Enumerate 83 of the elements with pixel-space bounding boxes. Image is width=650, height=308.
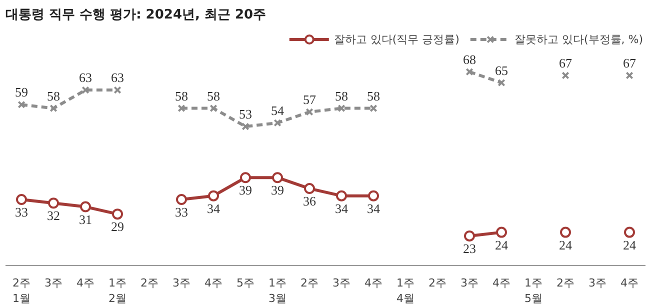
point [496, 226, 507, 238]
x-tick-label: 3주 [332, 276, 350, 290]
x-tick-label: 5주 [236, 276, 254, 290]
point [306, 108, 314, 116]
data-label: 39 [239, 182, 252, 198]
data-label: 58 [367, 88, 380, 104]
data-label: 53 [239, 106, 252, 122]
point [114, 86, 122, 94]
data-label: 31 [79, 212, 92, 227]
data-label: 34 [335, 200, 348, 216]
x-tick-label: 3주 [588, 276, 606, 290]
data-label: 58 [207, 88, 220, 104]
data-label: 29 [111, 219, 124, 234]
x-tick-label: 2주 [428, 276, 446, 290]
data-label: 67 [559, 55, 572, 70]
data-label: 68 [463, 52, 476, 67]
point [112, 208, 123, 220]
data-label: 24 [623, 237, 636, 252]
point [80, 201, 91, 212]
x-tick-label: 1주 4월 [396, 276, 414, 306]
point [178, 104, 186, 112]
point [242, 122, 250, 130]
point [560, 226, 571, 238]
point [338, 104, 346, 112]
x-tick-label: 3주 [172, 276, 190, 290]
point [368, 190, 379, 202]
data-label: 59 [15, 84, 28, 100]
point [16, 194, 27, 205]
point [370, 104, 378, 112]
point [82, 86, 90, 94]
data-label: 34 [367, 200, 380, 216]
point [176, 194, 187, 205]
point [274, 119, 282, 127]
x-tick-label: 2주 [140, 276, 158, 290]
point [48, 198, 59, 209]
point [498, 78, 506, 87]
x-tick-label: 3주 [44, 276, 62, 290]
point [18, 100, 26, 108]
point [562, 72, 570, 80]
x-tick-label: 3주 [460, 276, 478, 290]
x-tick-label: 1주 5월 [524, 276, 542, 306]
point [240, 172, 251, 184]
data-label: 34 [207, 200, 220, 216]
data-label: 39 [271, 182, 284, 198]
x-tick-label: 4주 [204, 276, 222, 290]
point [50, 104, 58, 112]
data-label: 23 [463, 240, 476, 256]
data-label: 57 [303, 92, 316, 107]
x-tick-label: 2주 1월 [12, 276, 30, 306]
data-label: 54 [271, 102, 284, 118]
data-label: 63 [79, 70, 92, 86]
data-label: 24 [495, 237, 508, 252]
legend-label: 잘하고 있다(직무 긍정률) [334, 32, 460, 46]
point [336, 190, 347, 202]
point [208, 190, 219, 202]
legend-label: 잘못하고 있다(부정률, %) [514, 32, 643, 46]
x-tick-label: 4주 [76, 276, 94, 290]
point [626, 72, 634, 80]
point [466, 68, 474, 76]
chart-title: 대통령 직무 수행 평가: 2024년, 최근 20주 [6, 8, 266, 22]
x-tick-label: 4주 [364, 276, 382, 290]
data-label: 24 [559, 237, 572, 252]
x-tick-label: 4주 [620, 276, 638, 290]
point [624, 226, 635, 238]
point [210, 104, 218, 112]
x-tick-label: 2주 [556, 276, 574, 290]
point [464, 230, 475, 242]
data-label: 63 [111, 70, 124, 86]
data-label: 65 [495, 62, 508, 78]
x-tick-label: 1주 2월 [108, 276, 126, 306]
data-label: 33 [15, 204, 28, 220]
x-tick-label: 1주 3월 [268, 276, 286, 306]
data-label: 58 [47, 88, 60, 104]
x-tick-label: 4주 [492, 276, 510, 290]
point [272, 172, 283, 184]
x-tick-label: 2주 [300, 276, 318, 290]
data-label: 58 [335, 88, 348, 104]
data-label: 36 [303, 194, 316, 209]
data-label: 67 [623, 55, 636, 70]
data-label: 58 [175, 88, 188, 104]
point [304, 183, 315, 194]
data-label: 33 [175, 204, 188, 220]
data-label: 32 [47, 208, 60, 224]
